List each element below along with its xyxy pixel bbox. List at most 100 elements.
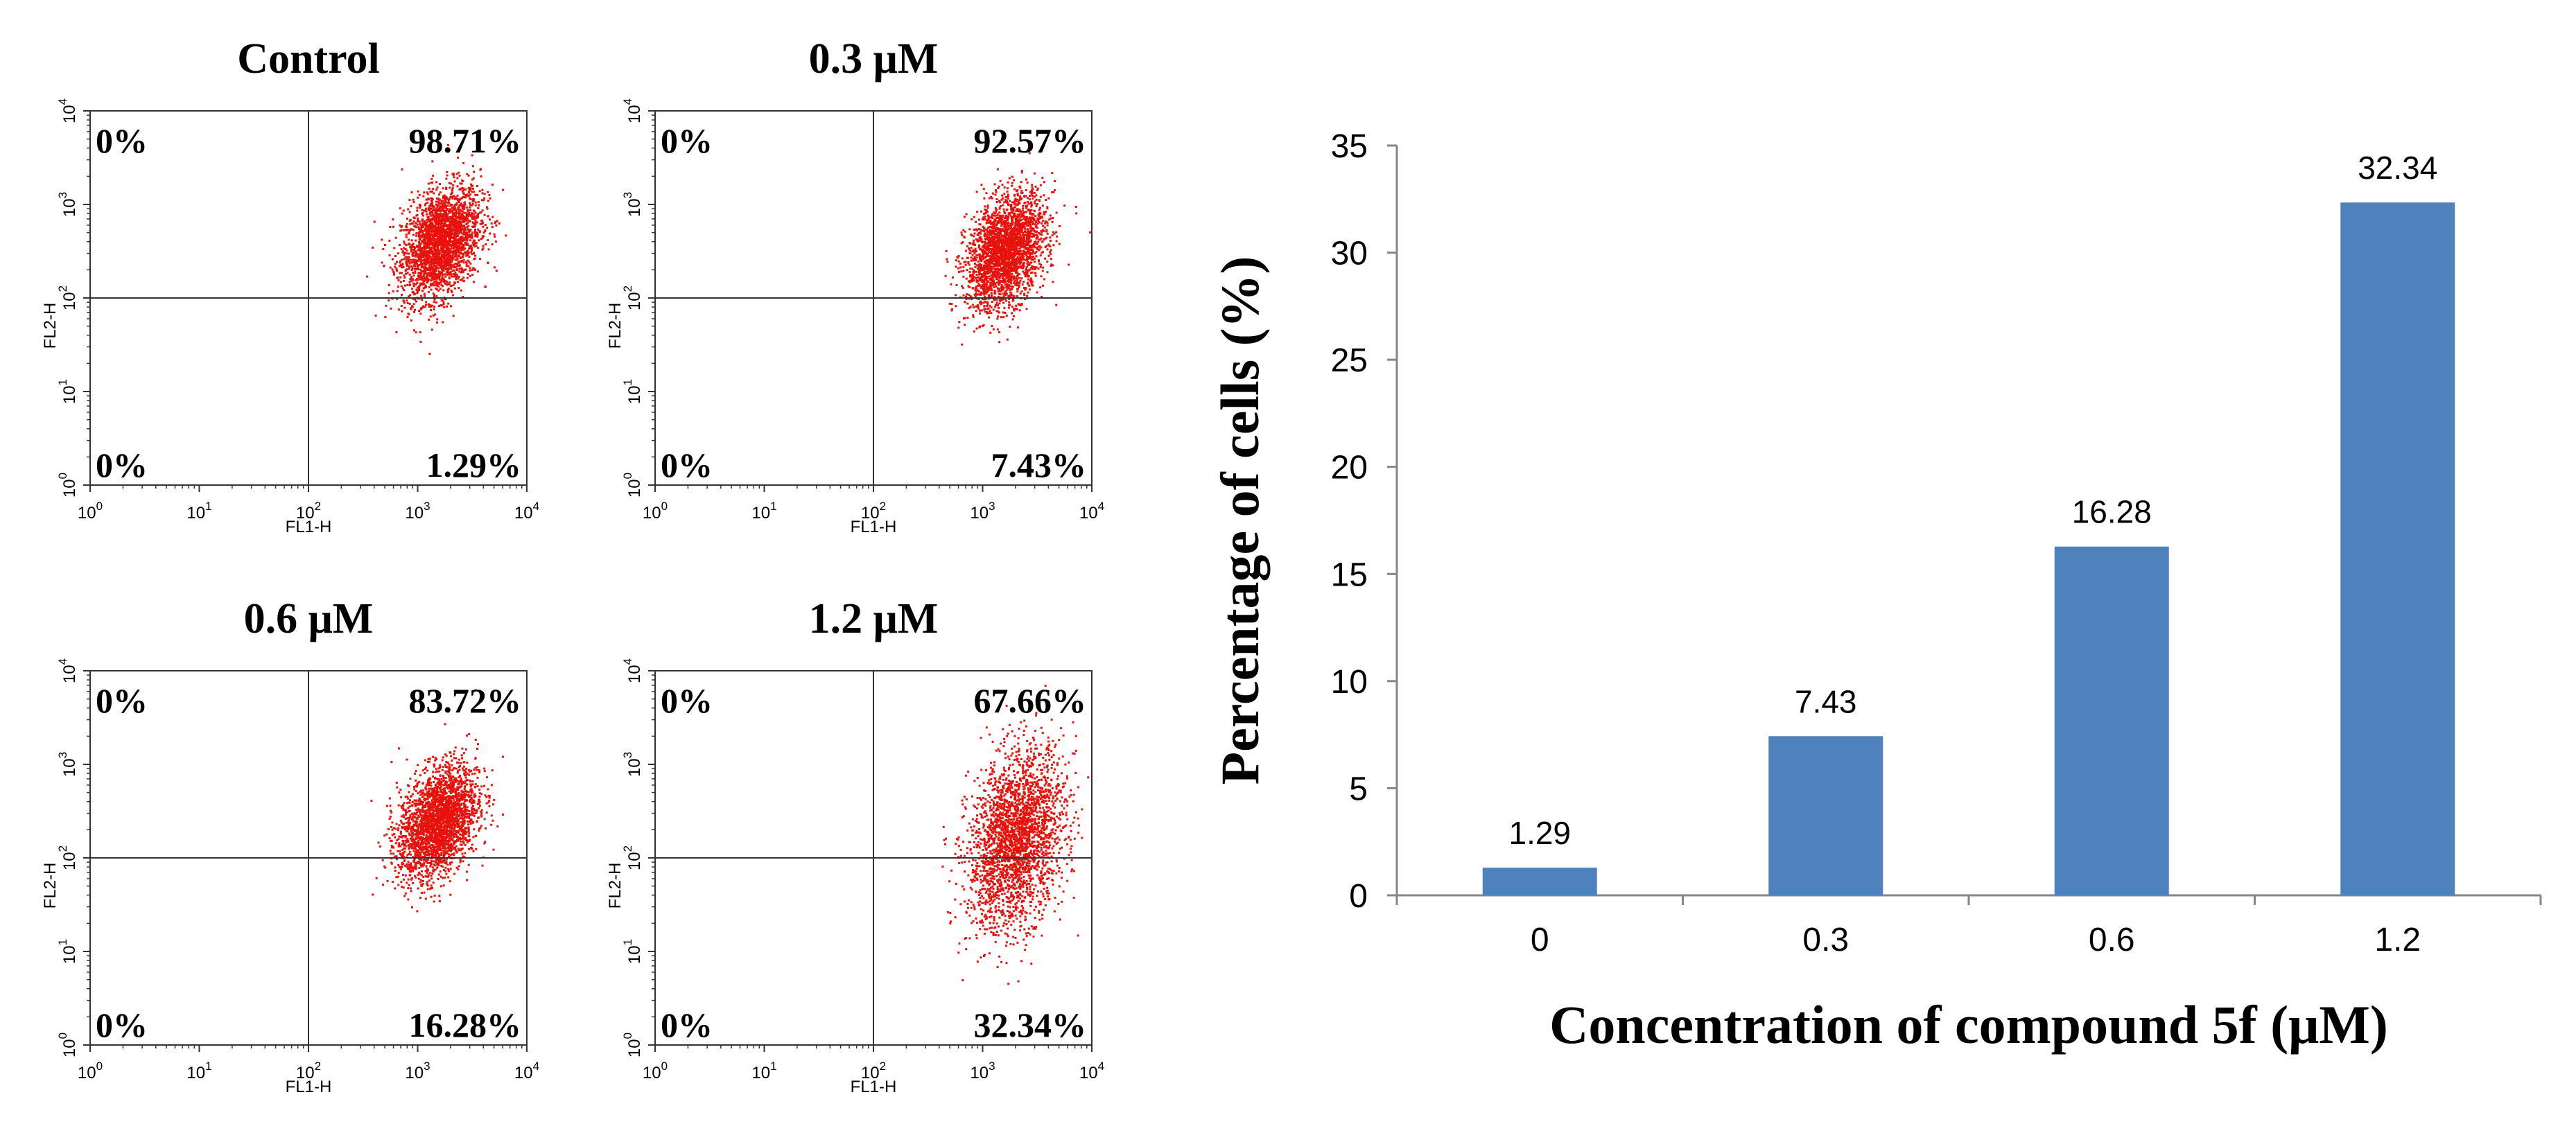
event-dot — [435, 230, 437, 232]
event-dot — [980, 291, 982, 294]
event-dot — [989, 242, 991, 245]
event-dot — [986, 255, 989, 258]
event-dot — [967, 280, 970, 283]
event-dot — [1005, 238, 1008, 241]
event-dot — [984, 279, 986, 281]
event-dot — [439, 238, 442, 241]
event-dot — [1042, 284, 1044, 287]
x-tick-exponent: 3 — [424, 500, 430, 513]
event-dot — [1002, 301, 1005, 304]
event-dot — [412, 274, 415, 277]
event-dot — [414, 272, 417, 274]
event-dot — [986, 290, 989, 292]
event-dot — [993, 296, 996, 299]
event-dot — [418, 310, 421, 312]
event-dot — [417, 266, 419, 269]
event-dot — [1030, 219, 1032, 222]
event-dot — [1003, 234, 1006, 237]
event-dot — [446, 208, 449, 211]
event-dot — [447, 241, 450, 244]
event-dot — [411, 305, 413, 308]
event-dot — [960, 270, 963, 273]
event-dot — [989, 275, 991, 278]
event-dot — [457, 157, 460, 159]
event-dot — [998, 260, 1000, 263]
event-dot — [442, 289, 445, 292]
event-dot — [405, 225, 408, 227]
event-dot — [1016, 290, 1019, 293]
event-dot — [457, 261, 460, 264]
event-dot — [998, 229, 1001, 232]
event-dot — [456, 230, 458, 232]
event-dot — [1038, 217, 1041, 220]
event-dot — [418, 193, 421, 196]
event-dot — [452, 207, 455, 209]
event-dot — [952, 276, 954, 279]
event-dot — [1009, 238, 1011, 240]
event-dot — [420, 249, 422, 252]
event-dot — [455, 273, 458, 276]
event-dot — [424, 265, 426, 268]
event-dot — [989, 279, 992, 281]
event-dot — [1018, 244, 1020, 247]
event-dot — [441, 229, 444, 231]
event-dot — [467, 229, 470, 232]
event-dot — [428, 207, 430, 209]
event-dot — [1029, 230, 1032, 232]
event-dot — [410, 249, 412, 252]
event-dot — [1019, 279, 1022, 282]
event-dot — [435, 214, 437, 217]
event-dot — [437, 225, 440, 228]
event-dot — [419, 268, 422, 271]
event-dot — [433, 244, 436, 247]
event-dot — [989, 245, 991, 247]
event-dot — [1032, 218, 1034, 220]
event-dot — [1028, 198, 1031, 201]
event-dot — [437, 276, 440, 279]
event-dot — [426, 229, 429, 231]
event-dot — [446, 289, 449, 292]
event-dot — [431, 226, 433, 228]
event-dot — [481, 209, 484, 212]
event-dot — [998, 214, 1001, 217]
event-dot — [432, 217, 434, 220]
event-dot — [1036, 236, 1039, 238]
event-dot — [405, 261, 408, 263]
event-dot — [443, 281, 445, 283]
event-dot — [424, 244, 427, 247]
event-dot — [1018, 250, 1021, 253]
event-dot — [437, 255, 440, 258]
event-dot — [421, 279, 424, 281]
event-dot — [440, 202, 442, 204]
event-dot — [975, 286, 977, 288]
event-dot — [993, 249, 996, 252]
event-dot — [1034, 221, 1037, 224]
event-dot — [978, 272, 981, 274]
event-dot — [405, 234, 408, 236]
event-dot — [988, 316, 990, 319]
event-dot — [436, 318, 439, 321]
event-dot — [425, 210, 428, 213]
event-dot — [980, 286, 982, 289]
event-dot — [426, 252, 428, 255]
event-dot — [1012, 315, 1015, 317]
event-dot — [1018, 286, 1020, 288]
event-dot — [1046, 271, 1049, 274]
event-dot — [1034, 202, 1036, 205]
event-dot — [476, 231, 479, 234]
y-tick-exponent: 1 — [56, 379, 69, 385]
event-dot — [980, 276, 983, 279]
event-dot — [430, 202, 433, 204]
event-dot — [442, 285, 444, 288]
event-dot — [1007, 238, 1009, 241]
event-dot — [992, 279, 995, 281]
event-dot — [449, 186, 451, 189]
event-dot — [984, 277, 987, 280]
event-dot — [396, 290, 399, 292]
event-dot — [1012, 252, 1015, 254]
event-dot — [1049, 214, 1052, 217]
event-dot — [1019, 239, 1022, 241]
event-dot — [451, 254, 454, 257]
event-dot — [399, 244, 401, 247]
event-dot — [467, 174, 470, 177]
